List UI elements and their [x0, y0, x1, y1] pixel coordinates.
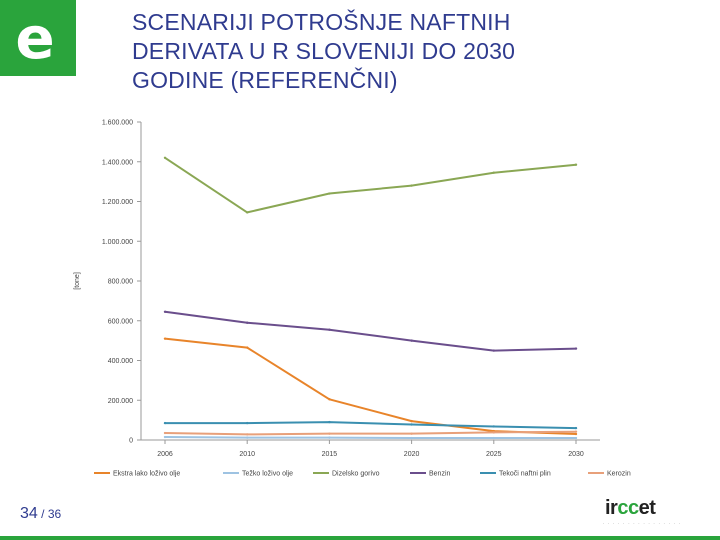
data-point	[246, 346, 249, 349]
data-point	[574, 432, 578, 436]
y-tick-label: 200.000	[108, 398, 133, 405]
x-tick-label: 2025	[486, 451, 502, 458]
page-separator: /	[37, 507, 48, 521]
series-line	[164, 310, 577, 352]
x-tick-label: 2010	[239, 451, 255, 458]
data-point	[574, 436, 578, 440]
y-tick-label: 1.200.000	[102, 199, 133, 206]
x-tick-label: 2006	[157, 451, 173, 458]
x-tick-label: 2030	[568, 451, 584, 458]
x-tick-label: 2020	[404, 451, 420, 458]
series-line	[164, 156, 577, 214]
data-point	[410, 419, 413, 423]
eihp-logo-mark: e	[0, 0, 76, 76]
legend-label: Tekoči naftni plin	[499, 471, 551, 478]
data-point	[246, 436, 249, 439]
page-total: 36	[47, 507, 62, 521]
title-line: SCENARIJI POTROŠNJE NAFTNIH	[132, 9, 511, 35]
data-point	[163, 431, 167, 435]
data-point	[574, 426, 578, 430]
series-line	[164, 430, 577, 436]
data-point	[410, 423, 413, 426]
data-point	[492, 425, 495, 428]
data-point	[246, 211, 249, 214]
data-point	[163, 421, 167, 425]
data-point	[328, 436, 331, 439]
y-tick-label: 400.000	[108, 358, 133, 365]
logo-background	[0, 0, 76, 76]
partner-logo-suffix: et	[638, 497, 656, 519]
data-point	[410, 339, 413, 342]
partner-logo: irccet · · · · · · · · · · · · · · · ·	[603, 497, 681, 529]
data-point	[328, 420, 331, 424]
page-number: 34 / 36	[20, 505, 61, 523]
data-point	[492, 436, 495, 440]
x-tick-label: 2015	[322, 451, 338, 458]
series-line	[164, 337, 577, 435]
y-tick-label: 1.000.000	[102, 239, 133, 246]
bottom-accent-bar	[0, 536, 720, 540]
data-point	[410, 436, 413, 440]
data-point	[163, 310, 167, 314]
data-point	[574, 347, 578, 350]
data-point	[328, 398, 331, 401]
title-line: DERIVATA U R SLOVENIJI DO 2030	[132, 38, 516, 64]
data-point	[492, 349, 495, 352]
data-point	[410, 432, 413, 435]
data-point	[492, 171, 495, 174]
legend-label: Kerozin	[607, 471, 631, 478]
data-point	[246, 321, 249, 324]
title-line: GODINE (REFERENČNI)	[132, 67, 398, 93]
partner-logo-prefix: ir	[605, 497, 618, 519]
data-point	[163, 337, 167, 340]
logo-letter: e	[15, 4, 54, 72]
legend-label: Benzin	[429, 471, 451, 478]
data-point	[574, 430, 578, 433]
data-point	[410, 184, 413, 187]
y-tick-label: 0	[129, 438, 133, 445]
data-point	[328, 432, 331, 435]
series-line	[164, 436, 576, 439]
data-point	[246, 421, 249, 425]
y-tick-label: 1.600.000	[102, 120, 133, 127]
data-point	[246, 433, 249, 436]
eihp-logo: e	[0, 0, 76, 76]
partner-logo-wordmark: irccet	[605, 497, 656, 520]
y-tick-label: 800.000	[108, 279, 133, 286]
line-chart: 0 200.000 400.000 600.000 800.000 1.000.000 1.…	[74, 120, 631, 478]
page-current: 34	[20, 505, 38, 522]
data-point	[328, 328, 331, 331]
slide-title: SCENARIJI POTROŠNJE NAFTNIH DERIVATA U R…	[132, 8, 692, 95]
legend-label: Težko loživo olje	[242, 471, 293, 478]
legend-label: Ekstra lako loživo olje	[113, 471, 180, 478]
data-point	[163, 435, 167, 439]
data-point	[163, 156, 167, 159]
y-axis-label: [tone]	[74, 272, 81, 290]
data-point	[574, 163, 578, 166]
legend-label: Dizelsko gorivo	[332, 471, 380, 478]
y-tick-label: 600.000	[108, 318, 133, 325]
data-point	[328, 192, 331, 195]
partner-logo-tagline: · · · · · · · · · · · · · · · ·	[603, 521, 682, 526]
partner-logo-highlight: cc	[617, 497, 639, 519]
y-tick-label: 1.400.000	[102, 159, 133, 166]
series-line	[165, 421, 577, 430]
data-point	[492, 431, 495, 434]
